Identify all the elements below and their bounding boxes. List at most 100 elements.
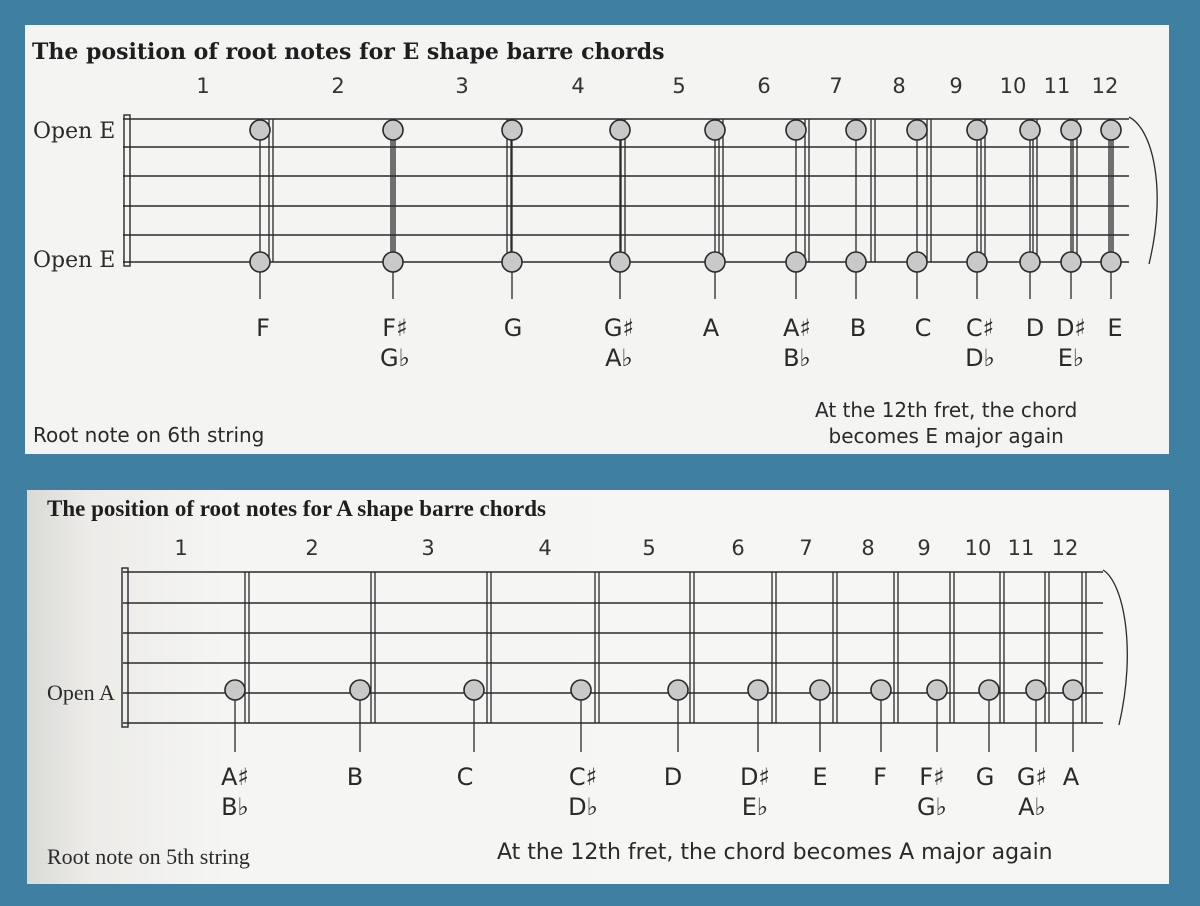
e-note-fret-8: C [915, 313, 932, 343]
e-shape-caption-right: At the 12th fret, the chord becomes E ma… [815, 397, 1077, 449]
e-root-dot-fret-8-2 [906, 251, 928, 273]
e-fret-number-12: 12 [1091, 74, 1119, 98]
a-fret-number-10: 10 [964, 536, 992, 560]
a-note-fret-7: E [812, 762, 827, 792]
a-fret-number-2: 2 [305, 536, 319, 560]
e-note-fret-9: C♯ D♭ [965, 313, 995, 373]
e-note-name: B [849, 314, 867, 342]
e-root-dot-fret-10-2 [1019, 251, 1041, 273]
a-root-dot-fret-4 [570, 679, 592, 701]
e-note-name: D [1025, 314, 1045, 342]
a-note-enharmonic: E♭ [741, 793, 769, 821]
e-root-dot-fret-11-2 [1060, 251, 1082, 273]
e-root-dot-fret-7-1 [845, 119, 867, 141]
e-note-fret-5: A [703, 313, 719, 343]
e-root-dot-fret-1-1 [249, 119, 271, 141]
a-note-name: B [346, 763, 364, 791]
a-note-name: E [812, 763, 828, 791]
a-shape-fretboard [121, 567, 1128, 752]
a-note-name: D [663, 763, 683, 791]
a-note-enharmonic: B♭ [221, 793, 249, 821]
a-note-fret-3: C [457, 762, 474, 792]
a-note-fret-8: F [873, 762, 887, 792]
a-fret-number-11: 11 [1007, 536, 1035, 560]
a-fret-number-8: 8 [861, 536, 875, 560]
e-root-dot-fret-2-1 [382, 119, 404, 141]
e-root-dot-fret-4-2 [609, 251, 631, 273]
e-note-fret-10: D [1026, 313, 1044, 343]
a-note-name: F♯ [919, 763, 945, 791]
e-root-dot-fret-1-2 [249, 251, 271, 273]
a-note-name: C♯ [568, 763, 598, 791]
a-root-dot-fret-2 [349, 679, 371, 701]
e-note-enharmonic: E♭ [1057, 344, 1085, 372]
a-note-fret-9: F♯ G♭ [917, 762, 947, 822]
a-note-fret-2: B [347, 762, 363, 792]
neck-edge [1102, 569, 1128, 726]
a-shape-caption-left: Root note on 5th string [47, 844, 250, 869]
a-note-enharmonic: D♭ [568, 793, 598, 821]
e-note-enharmonic: D♭ [965, 344, 995, 372]
e-root-dot-fret-9-1 [966, 119, 988, 141]
e-shape-caption-right-line1: At the 12th fret, the chord [815, 398, 1078, 422]
e-shape-string-label-top: Open E [33, 119, 116, 144]
e-fret-number-4: 4 [571, 74, 585, 98]
e-fret-number-1: 1 [196, 74, 210, 98]
a-root-dot-fret-11 [1025, 679, 1047, 701]
e-note-name: F♯ [382, 314, 408, 342]
e-root-dot-fret-7-2 [845, 251, 867, 273]
a-note-enharmonic: G♭ [917, 793, 947, 821]
e-shape-caption-left: Root note on 6th string [33, 423, 265, 447]
a-note-fret-11: G♯ A♭ [1017, 762, 1047, 822]
e-root-dot-fret-6-1 [785, 119, 807, 141]
e-root-dot-fret-2-2 [382, 251, 404, 273]
e-root-dot-fret-4-1 [609, 119, 631, 141]
e-shape-string-label-bottom: Open E [33, 248, 116, 273]
e-shape-fretboard [123, 114, 1158, 299]
a-note-name: G [975, 763, 995, 791]
e-fret-number-7: 7 [829, 74, 843, 98]
a-shape-panel: The position of root notes for A shape b… [27, 490, 1169, 884]
a-fret-number-5: 5 [642, 536, 656, 560]
a-fret-number-3: 3 [421, 536, 435, 560]
e-note-enharmonic: B♭ [783, 344, 811, 372]
a-shape-title: The position of root notes for A shape b… [47, 496, 547, 521]
e-shape-title: The position of root notes for E shape b… [32, 39, 665, 65]
e-note-name: A♯ [782, 314, 812, 342]
e-shape-panel: The position of root notes for E shape b… [25, 25, 1169, 454]
e-root-dot-fret-6-2 [785, 251, 807, 273]
nut [123, 114, 131, 267]
e-note-enharmonic: G♭ [380, 344, 410, 372]
a-fret-number-9: 9 [917, 536, 931, 560]
e-fret-number-2: 2 [331, 74, 345, 98]
e-fret-number-9: 9 [949, 74, 963, 98]
a-fret-number-6: 6 [731, 536, 745, 560]
e-note-name: C♯ [965, 314, 995, 342]
a-root-dot-fret-10 [978, 679, 1000, 701]
a-root-dot-fret-8 [870, 679, 892, 701]
e-note-name: D♯ [1055, 314, 1087, 342]
e-note-fret-12: E [1107, 313, 1122, 343]
a-note-fret-1: A♯ B♭ [221, 762, 249, 822]
a-root-dot-fret-3 [463, 679, 485, 701]
a-fret-number-4: 4 [538, 536, 552, 560]
a-note-enharmonic: A♭ [1018, 793, 1046, 821]
a-fret-number-7: 7 [799, 536, 813, 560]
e-fret-number-8: 8 [892, 74, 906, 98]
e-note-name: F [256, 314, 270, 342]
e-note-fret-7: B [850, 313, 866, 343]
a-note-name: G♯ [1016, 763, 1048, 791]
a-root-dot-fret-5 [667, 679, 689, 701]
a-shape-caption-right: At the 12th fret, the chord becomes A ma… [497, 840, 1053, 865]
a-root-dot-fret-1 [224, 679, 246, 701]
e-root-dot-fret-11-1 [1060, 119, 1082, 141]
a-root-dot-fret-6 [747, 679, 769, 701]
a-root-dot-fret-12 [1062, 679, 1084, 701]
a-note-name: D♯ [739, 763, 771, 791]
a-note-fret-5: D [664, 762, 682, 792]
e-note-fret-11: D♯ E♭ [1056, 313, 1086, 373]
nut [121, 567, 129, 728]
e-shape-caption-right-line2: becomes E major again [828, 424, 1064, 448]
a-note-fret-10: G [976, 762, 995, 792]
e-note-name: G [503, 314, 523, 342]
